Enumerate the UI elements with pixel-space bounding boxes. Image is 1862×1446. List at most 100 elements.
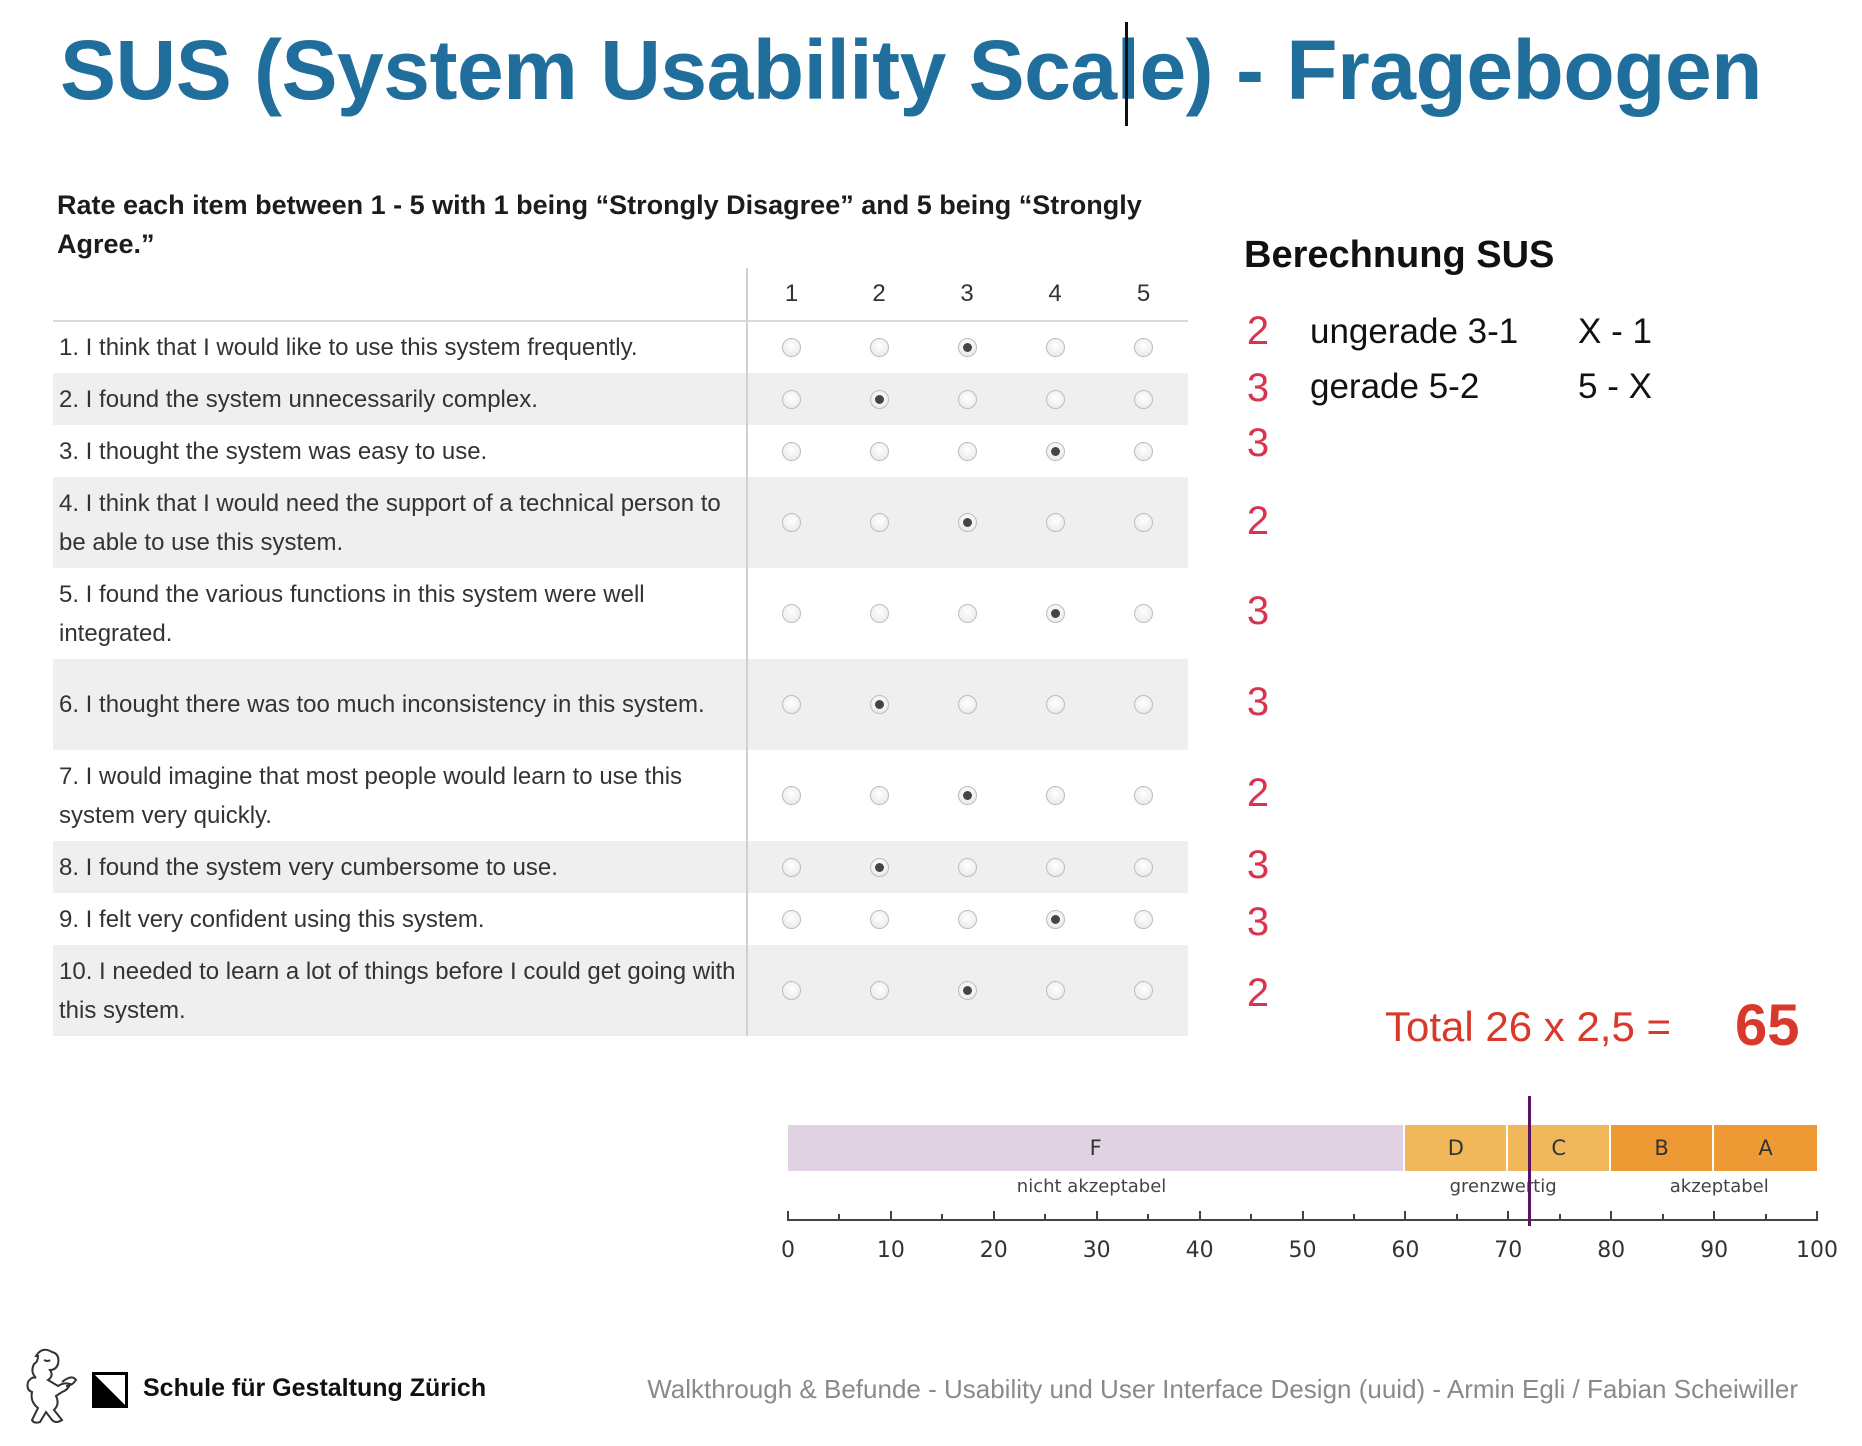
axis-tick-label: 100: [1796, 1238, 1838, 1263]
radio-option[interactable]: [869, 981, 889, 1000]
radio-option[interactable]: [1134, 604, 1153, 623]
survey-row: 3. I thought the system was easy to use.: [53, 425, 1188, 477]
rating-cell: [923, 945, 1011, 1036]
radio-option[interactable]: [782, 338, 801, 357]
even-rule-label: gerade 5-2: [1310, 367, 1480, 406]
radio-option[interactable]: [957, 441, 977, 461]
axis-tick: [1610, 1211, 1613, 1221]
radio-option[interactable]: [957, 909, 977, 929]
survey-question: 6. I thought there was too much inconsis…: [53, 659, 748, 750]
radio-option[interactable]: [782, 695, 801, 714]
rating-cell: [1011, 750, 1099, 841]
item-score: 3: [1246, 680, 1270, 724]
acceptability-label: akzeptabel: [1669, 1176, 1769, 1197]
radio-option[interactable]: [782, 857, 801, 877]
survey-question: 3. I thought the system was easy to use.: [53, 425, 748, 477]
radio-option[interactable]: [1134, 981, 1153, 1000]
rating-cell: [747, 321, 835, 373]
radio-option[interactable]: [957, 857, 977, 877]
rating-cell: [835, 321, 923, 373]
rating-cell: [1099, 477, 1188, 568]
item-score: 2: [1246, 309, 1270, 353]
radio-option[interactable]: [957, 695, 977, 714]
radio-option[interactable]: [957, 604, 977, 623]
rating-cell: [835, 841, 923, 893]
radio-selected[interactable]: [869, 857, 889, 877]
radio-option[interactable]: [957, 389, 977, 409]
rating-cell: [1099, 945, 1188, 1036]
survey-question: 8. I found the system very cumbersome to…: [53, 841, 748, 893]
radio-option[interactable]: [1045, 513, 1065, 532]
radio-option[interactable]: [1134, 786, 1153, 805]
rating-cell: [1099, 568, 1188, 659]
radio-option[interactable]: [1134, 389, 1153, 409]
radio-option[interactable]: [1045, 389, 1065, 409]
calculation-title: Berechnung SUS: [1244, 234, 1555, 276]
radio-option[interactable]: [1134, 695, 1153, 714]
axis-tick: [1507, 1211, 1510, 1221]
radio-selected[interactable]: [1045, 604, 1065, 623]
radio-option[interactable]: [869, 604, 889, 623]
item-score: 2: [1246, 971, 1270, 1015]
grade-band-b: B: [1611, 1125, 1713, 1171]
radio-selected[interactable]: [957, 981, 977, 1000]
slide-title: SUS (System Usability Scale) - Frageboge…: [60, 23, 1763, 117]
rating-cell: [1099, 659, 1188, 750]
rating-cell: [923, 750, 1011, 841]
radio-selected[interactable]: [957, 338, 977, 357]
rating-cell: [1099, 893, 1188, 945]
survey-row: 6. I thought there was too much inconsis…: [53, 659, 1188, 750]
axis-tick: [1198, 1211, 1201, 1221]
radio-option[interactable]: [1134, 857, 1153, 877]
radio-selected[interactable]: [869, 389, 889, 409]
radio-option[interactable]: [869, 513, 889, 532]
item-score: 3: [1246, 366, 1270, 410]
radio-selected[interactable]: [957, 786, 977, 805]
item-score: 2: [1246, 771, 1270, 815]
radio-selected[interactable]: [1045, 441, 1065, 461]
radio-option[interactable]: [782, 389, 801, 409]
radio-option[interactable]: [782, 909, 801, 929]
axis-tick-label: 50: [1288, 1238, 1317, 1263]
radio-option[interactable]: [782, 981, 801, 1000]
axis-tick: [787, 1211, 789, 1221]
survey-instruction: Rate each item between 1 - 5 with 1 bein…: [57, 190, 1142, 259]
item-score: 2: [1246, 499, 1270, 543]
radio-option[interactable]: [869, 909, 889, 929]
radio-option[interactable]: [1134, 909, 1153, 929]
radio-option[interactable]: [1134, 441, 1153, 461]
radio-option[interactable]: [1045, 857, 1065, 877]
radio-selected[interactable]: [869, 695, 889, 714]
total-sus-score: 65: [1735, 993, 1800, 1058]
axis-tick-label: 30: [1082, 1238, 1111, 1263]
radio-option[interactable]: [782, 513, 801, 532]
radio-option[interactable]: [869, 338, 889, 357]
even-rule-formula: 5 - X: [1578, 367, 1652, 406]
survey-question: 5. I found the various functions in this…: [53, 568, 748, 659]
radio-option[interactable]: [782, 441, 801, 461]
item-score: 3: [1246, 900, 1270, 944]
rating-cell: [747, 750, 835, 841]
radio-option[interactable]: [869, 441, 889, 461]
radio-selected[interactable]: [957, 513, 977, 532]
rating-cell: [923, 477, 1011, 568]
radio-option[interactable]: [869, 786, 889, 805]
rating-cell: [835, 477, 923, 568]
radio-option[interactable]: [1134, 513, 1153, 532]
survey-question: 1. I think that I would like to use this…: [53, 321, 748, 373]
survey-question: 4. I think that I would need the support…: [53, 477, 748, 568]
zurich-lion-logo: [26, 1348, 78, 1424]
radio-option[interactable]: [782, 786, 801, 805]
survey-row: 1. I think that I would like to use this…: [53, 321, 1188, 373]
radio-selected[interactable]: [1045, 909, 1065, 929]
radio-option[interactable]: [1045, 695, 1065, 714]
rating-cell: [747, 568, 835, 659]
rating-cell: [923, 373, 1011, 425]
survey-row: 5. I found the various functions in this…: [53, 568, 1188, 659]
radio-option[interactable]: [1045, 981, 1065, 1000]
survey-row: 7. I would imagine that most people woul…: [53, 750, 1188, 841]
radio-option[interactable]: [1134, 338, 1153, 357]
radio-option[interactable]: [1045, 338, 1065, 357]
radio-option[interactable]: [782, 604, 801, 623]
radio-option[interactable]: [1045, 786, 1065, 805]
